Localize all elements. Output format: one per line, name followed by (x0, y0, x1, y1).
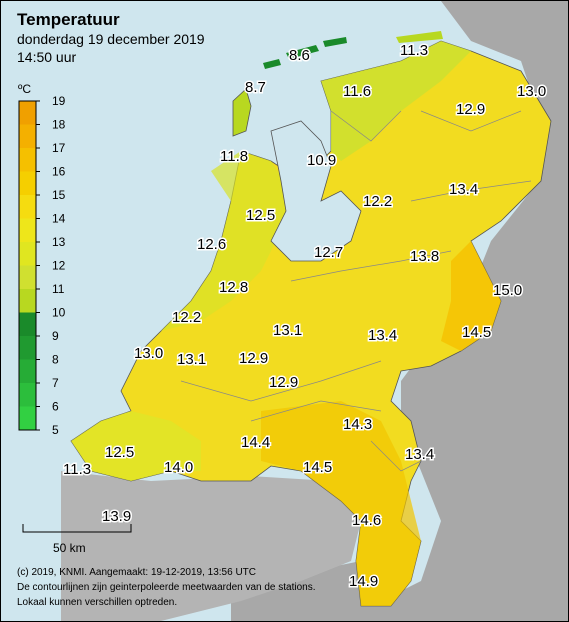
station-temperature-label: 13.1 (273, 322, 302, 339)
station-temperature-label: 13.4 (368, 327, 397, 344)
zone-zeeland (71, 411, 201, 481)
legend-unit: ºC (18, 82, 32, 96)
legend-swatch (19, 265, 36, 289)
legend-tick-label: 16 (52, 165, 66, 179)
station-temperature-label: 13.9 (102, 508, 131, 525)
station-temperature-label: 10.9 (307, 152, 336, 169)
ameland-island (323, 37, 347, 47)
scale-label: 50 km (53, 541, 86, 555)
station-temperature-label: 14.3 (343, 416, 372, 433)
contour-lines (180, 110, 532, 472)
station-temperature-label: 14.5 (303, 459, 332, 476)
legend-swatch (19, 195, 36, 219)
legend-swatch (19, 101, 36, 125)
credit-line-1: (c) 2019, KNMI. Aangemaakt: 19-12-2019, … (17, 567, 257, 578)
station-temperature-label: 11.8 (220, 148, 248, 165)
station-temperature-label: 12.6 (197, 236, 226, 253)
legend-swatch (19, 289, 36, 313)
legend-tick-label: 13 (52, 235, 66, 249)
legend-tick-label: 7 (52, 376, 59, 390)
legend-tick-label: 14 (52, 212, 66, 226)
legend-swatch (19, 124, 36, 148)
station-temperature-label: 12.2 (363, 193, 392, 210)
legend-swatch (19, 383, 36, 407)
legend-tick-label: 6 (52, 400, 59, 414)
legend-ticks: 19 18 17 16 15 14 13 12 11 10 9 8 7 6 5 (36, 94, 66, 437)
station-temperature-label: 12.9 (456, 101, 485, 118)
zone-warm-south (261, 401, 421, 606)
station-temperature-label: 8.6 (289, 47, 310, 64)
station-temperature-label: 11.6 (343, 83, 371, 100)
station-temperature-label: 14.5 (462, 324, 491, 341)
ijsselmeer-water (270, 120, 362, 262)
station-temperature-label: 14.4 (241, 434, 270, 451)
zone-cool-holland (161, 151, 291, 331)
station-temperature-label: 12.5 (246, 207, 275, 224)
legend-swatch (19, 336, 36, 360)
station-temperature-label: 13.1 (177, 351, 206, 368)
legend-tick-label: 19 (52, 94, 66, 108)
station-temperature-label: 12.5 (105, 444, 134, 461)
station-temperature-label: 13.4 (449, 181, 478, 198)
station-temperature-label: 13.4 (405, 446, 434, 463)
legend-tick-label: 9 (52, 329, 59, 343)
texel-island (232, 88, 252, 137)
station-temperature-label: 13.0 (134, 345, 163, 362)
neighbour-land-east (231, 1, 568, 621)
legend-color-scale (18, 100, 37, 431)
station-temperature-label: 13.0 (517, 83, 546, 100)
station-temperature-label: 14.6 (352, 512, 381, 529)
schiermonnikoog-island (396, 31, 443, 43)
map-title: Temperatuur (17, 10, 120, 29)
legend-tick-label: 15 (52, 188, 66, 202)
legend-tick-label: 10 (52, 306, 66, 320)
legend-tick-label: 5 (52, 423, 59, 437)
map-date: donderdag 19 december 2019 (17, 31, 205, 47)
credit-line-2: De contourlijnen zijn geinterpoleerde me… (17, 582, 316, 593)
legend-tick-label: 12 (52, 259, 66, 273)
station-temperature-label: 11.3 (63, 461, 91, 478)
station-temperature-label: 15.0 (493, 282, 522, 299)
scale-bar (22, 524, 132, 533)
neighbour-land-south (61, 471, 361, 621)
vlieland-island (263, 59, 281, 69)
station-temperature-label: 13.8 (410, 248, 439, 265)
map-time: 14:50 uur (17, 49, 77, 65)
station-temperature-label: 12.2 (172, 309, 201, 326)
station-temperature-label: 8.7 (245, 79, 266, 96)
legend-swatch (19, 218, 36, 242)
legend-swatch (19, 359, 36, 383)
legend-swatch (19, 406, 36, 430)
zone-warm (441, 241, 501, 351)
legend-swatch (19, 171, 36, 195)
station-temperature-label: 12.9 (239, 350, 268, 367)
legend-tick-label: 17 (52, 141, 66, 155)
legend-swatch (19, 242, 36, 266)
station-temperature-label: 12.9 (269, 374, 298, 391)
station-temperature-label: 11.3 (400, 42, 428, 59)
legend-tick-label: 11 (52, 282, 65, 296)
station-temperature-label: 12.7 (314, 244, 343, 261)
station-temperature-label: 14.0 (164, 459, 193, 476)
legend-tick-label: 8 (52, 353, 59, 367)
station-temperature-label: 12.8 (219, 279, 248, 296)
station-values: 8.6 11.3 8.7 11.6 12.9 13.0 11.8 10.9 12.2 13.4 12… (62, 41, 548, 592)
zone-cool-north (321, 41, 471, 161)
legend-swatch (19, 312, 36, 336)
station-temperature-label: 14.9 (349, 573, 378, 590)
legend-swatch (19, 148, 36, 172)
legend-tick-label: 18 (52, 118, 66, 132)
credit-line-3: Lokaal kunnen verschillen optreden. (17, 597, 178, 608)
terschelling-island (286, 45, 319, 59)
